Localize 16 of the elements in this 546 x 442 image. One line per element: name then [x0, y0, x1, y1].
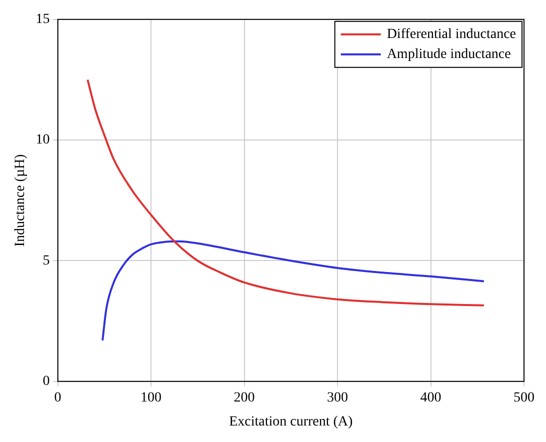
x-axis-title: Excitation current (A) — [229, 414, 354, 430]
line-series — [102, 240, 485, 342]
y-tick-label: 15 — [36, 12, 50, 28]
x-tick-label: 500 — [514, 390, 534, 406]
y-tick-label: 0 — [42, 374, 50, 390]
x-tick-label: 300 — [327, 390, 348, 406]
legend-label: Amplitude inductance — [386, 47, 511, 62]
x-tick-label: 200 — [234, 390, 255, 406]
y-axis-title: Inductance (µH) — [13, 154, 28, 247]
legend-label: Differential inductance — [386, 27, 516, 42]
line-series — [86, 78, 485, 306]
x-tick-label: 100 — [140, 390, 162, 406]
x-tick-label: 0 — [54, 390, 62, 406]
y-tick-label: 10 — [36, 132, 50, 148]
x-tick-label: 400 — [420, 390, 442, 406]
y-tick-label: 5 — [42, 253, 50, 268]
